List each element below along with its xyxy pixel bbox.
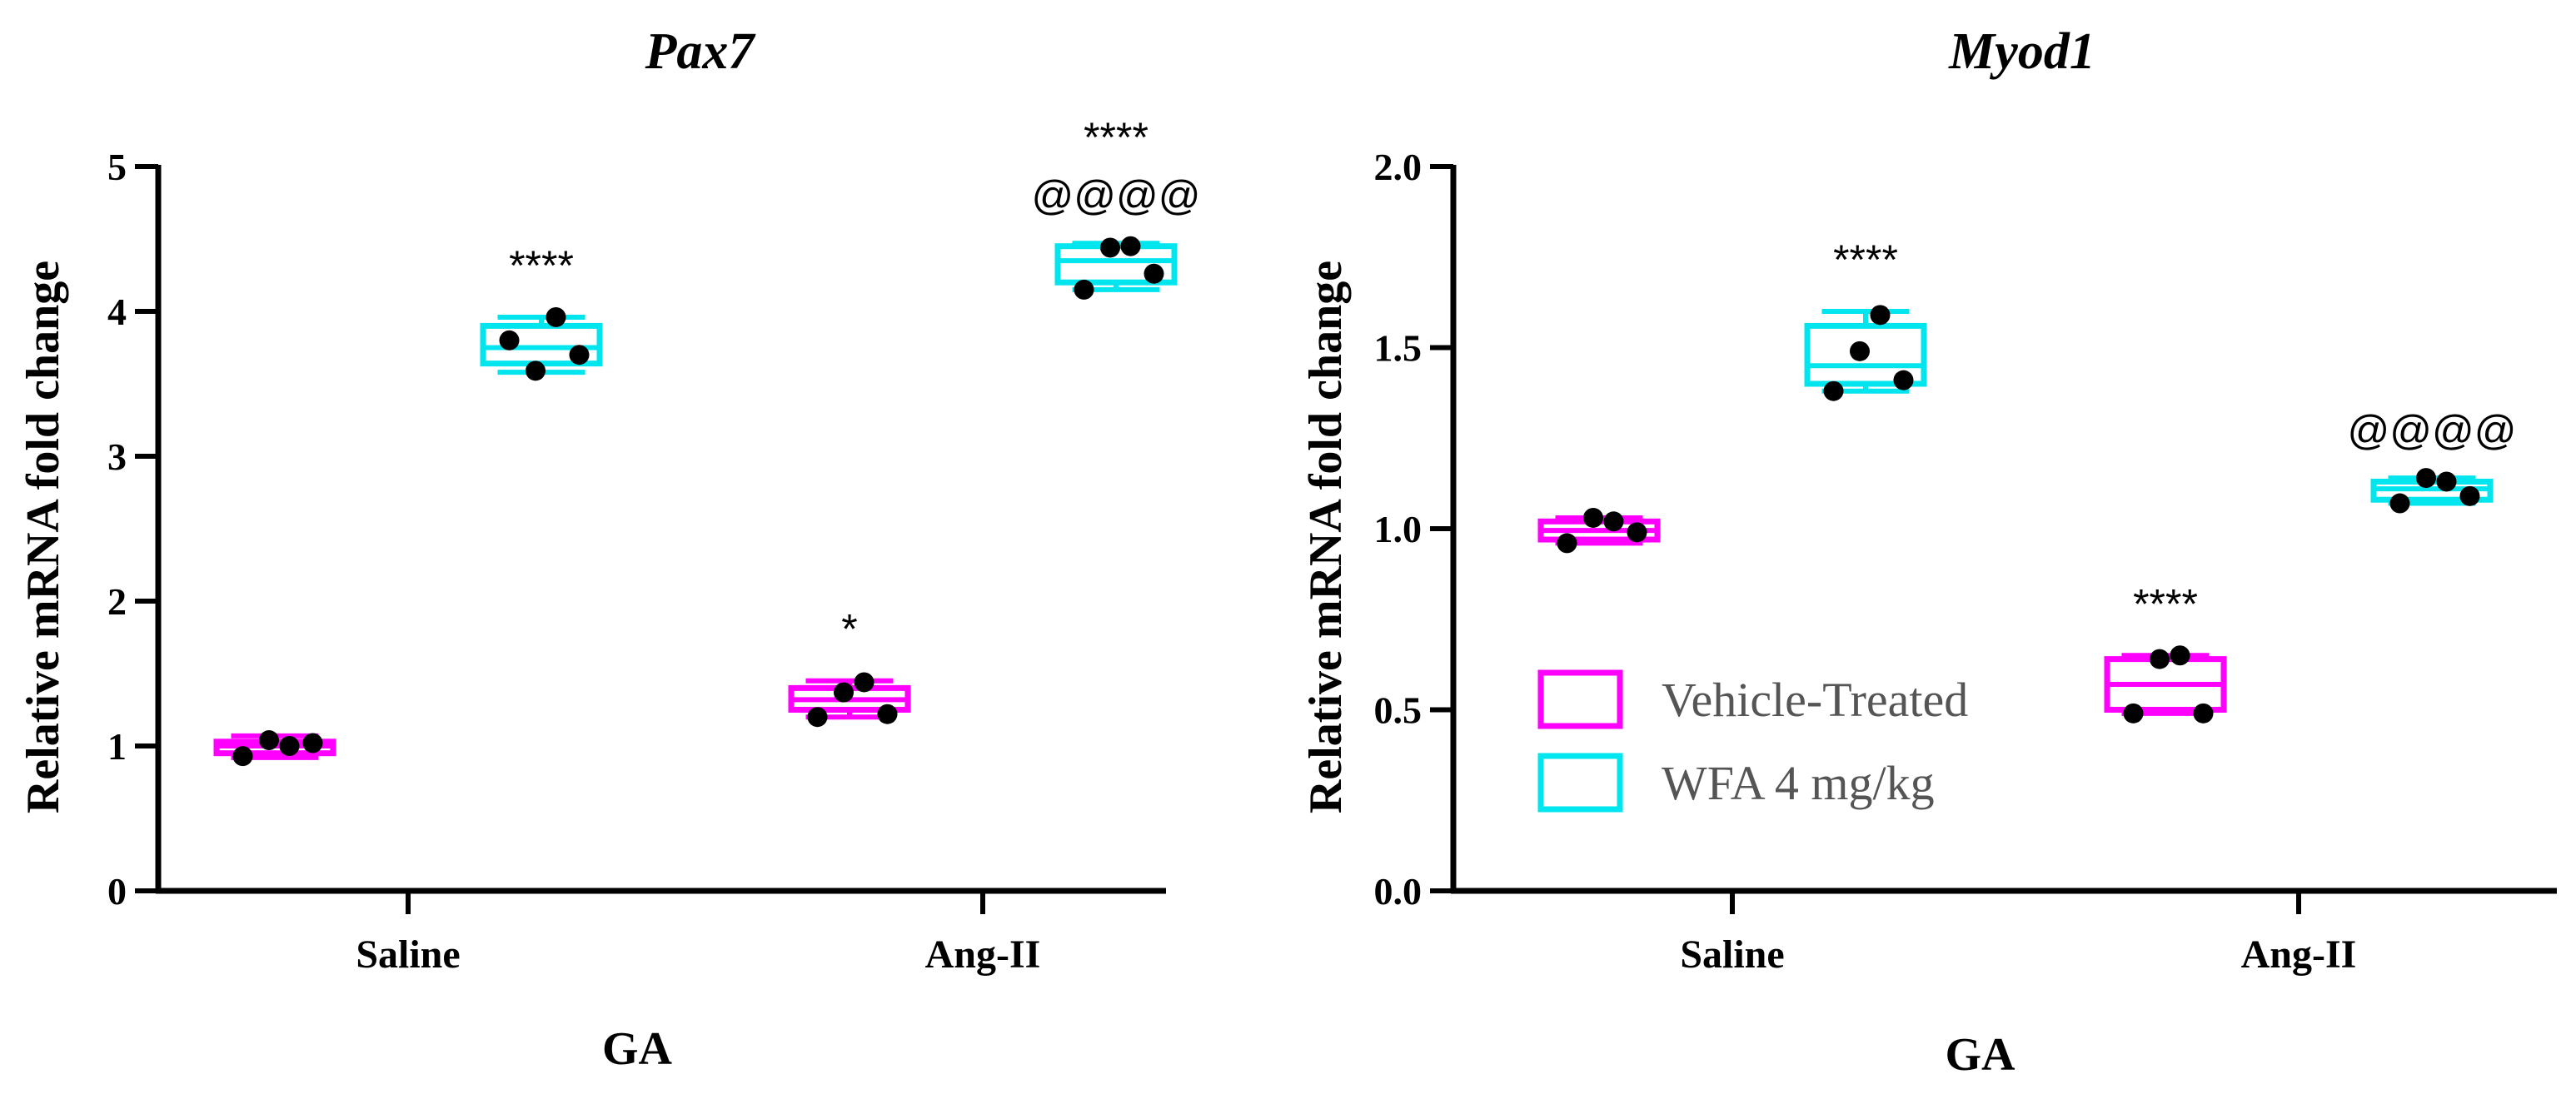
legend-label: WFA 4 mg/kg — [1662, 756, 1935, 810]
data-point — [2150, 649, 2170, 669]
data-point — [1100, 237, 1120, 258]
data-point — [1120, 236, 1141, 256]
data-point — [2193, 703, 2214, 724]
y-tick-label: 0.0 — [1374, 870, 1423, 913]
data-point — [1583, 507, 1603, 528]
chart-title: Myod1 — [1948, 23, 2095, 80]
box-wfa-4-mg-kg-ang-ii — [2370, 468, 2494, 514]
y-tick-label: 0 — [107, 870, 127, 913]
data-point — [877, 704, 898, 724]
data-point — [526, 361, 546, 381]
data-point — [1893, 370, 1914, 390]
significance-label: **** — [1084, 114, 1148, 161]
pax7-chart: Pax7 0 1 2 3 4 5 Saline Ang-II GA Relative mRNA fo… — [17, 23, 1201, 1075]
box-wfa-4-mg-kg-saline — [480, 306, 603, 381]
significance-label: **** — [2133, 580, 2198, 627]
chart-title: Pax7 — [645, 23, 757, 80]
x-tick-label: Ang-II — [2241, 932, 2357, 977]
data-point — [854, 672, 874, 693]
legend-swatch — [1537, 753, 1623, 813]
significance-label: @@@@ — [2347, 407, 2516, 454]
data-point — [2170, 645, 2190, 666]
data-point — [279, 736, 300, 756]
x-tick-label: Saline — [1680, 932, 1784, 977]
data-point — [1603, 511, 1624, 532]
legend: Vehicle-Treated WFA 4 mg/kg — [1537, 669, 1968, 813]
data-point — [2416, 468, 2436, 489]
data-point — [546, 306, 566, 327]
x-axis-label: GA — [1946, 1029, 2016, 1081]
y-axis-label: Relative mRNA fold change — [17, 261, 69, 813]
y-tick-label: 1.5 — [1374, 327, 1423, 370]
y-tick-label: 2.0 — [1374, 146, 1423, 188]
box-vehicle-treated-saline — [1537, 507, 1661, 554]
data-point — [499, 330, 520, 351]
y-tick-label: 1.0 — [1374, 508, 1423, 550]
data-point — [259, 730, 279, 751]
data-point — [1850, 341, 1870, 361]
data-point — [1627, 522, 1647, 543]
significance-label: @@@@ — [1031, 172, 1200, 219]
myod1-chart: Myod1 0.0 0.5 1.0 1.5 2.0 Saline Ang-II GA Relati… — [1300, 23, 2557, 1081]
box-wfa-4-mg-kg-saline — [1804, 305, 1927, 401]
data-point — [569, 345, 590, 366]
legend-label: Vehicle-Treated — [1662, 673, 1968, 727]
data-point — [1144, 263, 1164, 284]
data-point — [232, 746, 253, 767]
data-point — [1823, 380, 1844, 401]
box-wfa-4-mg-kg-ang-ii — [1054, 236, 1178, 300]
data-point — [302, 733, 323, 753]
data-point — [1557, 533, 1577, 554]
data-point — [1074, 279, 1094, 300]
legend-swatch — [1537, 669, 1623, 729]
box-vehicle-treated-saline — [213, 730, 336, 767]
data-point — [1870, 305, 1891, 326]
significance-label: **** — [509, 242, 574, 289]
x-tick-label: Saline — [356, 932, 460, 977]
box-vehicle-treated-ang-ii — [788, 672, 911, 728]
box-vehicle-treated-ang-ii — [2104, 645, 2227, 724]
data-point — [834, 682, 854, 703]
x-tick-label: Ang-II — [925, 932, 1041, 977]
significance-label: **** — [1833, 236, 1898, 283]
data-point — [2459, 485, 2480, 506]
y-tick-label: 5 — [107, 146, 127, 188]
box-rect — [1804, 322, 1927, 387]
y-tick-label: 1 — [107, 725, 127, 768]
data-point — [2123, 703, 2144, 724]
y-tick-label: 2 — [107, 580, 127, 623]
data-point — [2436, 471, 2457, 492]
y-axis-label: Relative mRNA fold change — [1300, 261, 1352, 813]
x-axis-label: GA — [602, 1023, 673, 1075]
data-point — [807, 707, 828, 728]
y-tick-label: 3 — [107, 435, 127, 478]
data-point — [2389, 493, 2410, 514]
significance-label: * — [841, 606, 857, 653]
y-tick-label: 4 — [107, 291, 127, 333]
y-tick-label: 0.5 — [1374, 689, 1423, 732]
